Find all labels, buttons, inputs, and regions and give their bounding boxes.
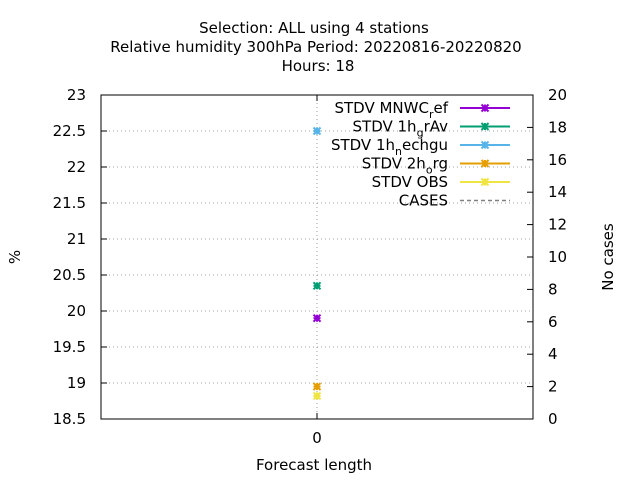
y2-tick-label: 2	[548, 378, 558, 396]
legend-label: CASES	[399, 192, 448, 210]
y2-tick-label: 4	[548, 345, 558, 363]
legend-entry: STDV MNWCref	[334, 99, 510, 121]
y2-tick-label: 20	[548, 86, 567, 104]
y2-tick-label: 0	[548, 410, 558, 428]
x-axis: 0	[312, 95, 322, 447]
y2-tick-label: 10	[548, 248, 567, 266]
legend-entry: CASES	[399, 192, 510, 210]
chart-title: Selection: ALL using 4 stations Relative…	[110, 19, 521, 75]
data-point-stdv-mnwcref	[312, 313, 322, 323]
title-line-3: Hours: 18	[282, 57, 355, 75]
y-tick-label: 18.5	[53, 410, 86, 428]
title-line-1: Selection: ALL using 4 stations	[199, 19, 429, 37]
grid	[101, 95, 533, 419]
legend-entry: STDV 1hnechgu	[331, 136, 510, 158]
title-line-2: Relative humidity 300hPa Period: 2022081…	[110, 38, 521, 56]
y-tick-label: 19.5	[53, 338, 86, 356]
data-point-stdv-1hgrav	[312, 281, 322, 291]
legend-label: STDV 1hnechgu	[331, 136, 448, 158]
legend-label: STDV MNWCref	[334, 99, 448, 121]
x-tick-label: 0	[312, 429, 322, 447]
legend-marker	[480, 140, 490, 150]
y2-tick-label: 6	[548, 313, 558, 331]
y-tick-label: 19	[67, 374, 86, 392]
legend-marker	[480, 177, 490, 187]
legend-entry: STDV OBS	[372, 173, 510, 191]
legend-marker	[480, 159, 490, 168]
y-axis: 18.5 19 19.5 20 20.5 21 21.5 22 22.5 23	[53, 86, 107, 428]
y2-tick-label: 16	[548, 151, 567, 169]
legend-entry: STDV 2horg	[362, 155, 510, 177]
legend-entry: STDV 1hgrAv	[353, 118, 510, 140]
data-point-stdv-2horg	[312, 382, 322, 391]
legend-label: STDV 1hgrAv	[353, 118, 449, 140]
data-point-stdv-1hnechgu	[312, 126, 322, 136]
legend-label: STDV 2horg	[362, 155, 448, 177]
y-tick-label: 23	[67, 86, 86, 104]
y2-tick-label: 14	[548, 183, 567, 201]
y2-axis-label: No cases	[599, 223, 617, 291]
y2-axis: 0 2 4 6 8 10 12 14 16 18 20	[527, 86, 567, 428]
y-tick-label: 21	[67, 230, 86, 248]
legend-label: STDV OBS	[372, 173, 448, 191]
data-point-stdv-obs	[312, 391, 322, 401]
x-axis-label: Forecast length	[256, 456, 372, 474]
y-axis-label: %	[6, 250, 24, 264]
y-tick-label: 21.5	[53, 194, 86, 212]
y-tick-label: 22	[67, 158, 86, 176]
y2-tick-label: 8	[548, 280, 558, 298]
y2-tick-label: 18	[548, 118, 567, 136]
y2-tick-label: 12	[548, 216, 567, 234]
legend-marker	[480, 103, 490, 113]
legend-marker	[480, 122, 490, 131]
y-tick-label: 20	[67, 302, 86, 320]
y-tick-label: 22.5	[53, 122, 86, 140]
y-tick-label: 20.5	[53, 266, 86, 284]
data-points	[312, 126, 322, 401]
